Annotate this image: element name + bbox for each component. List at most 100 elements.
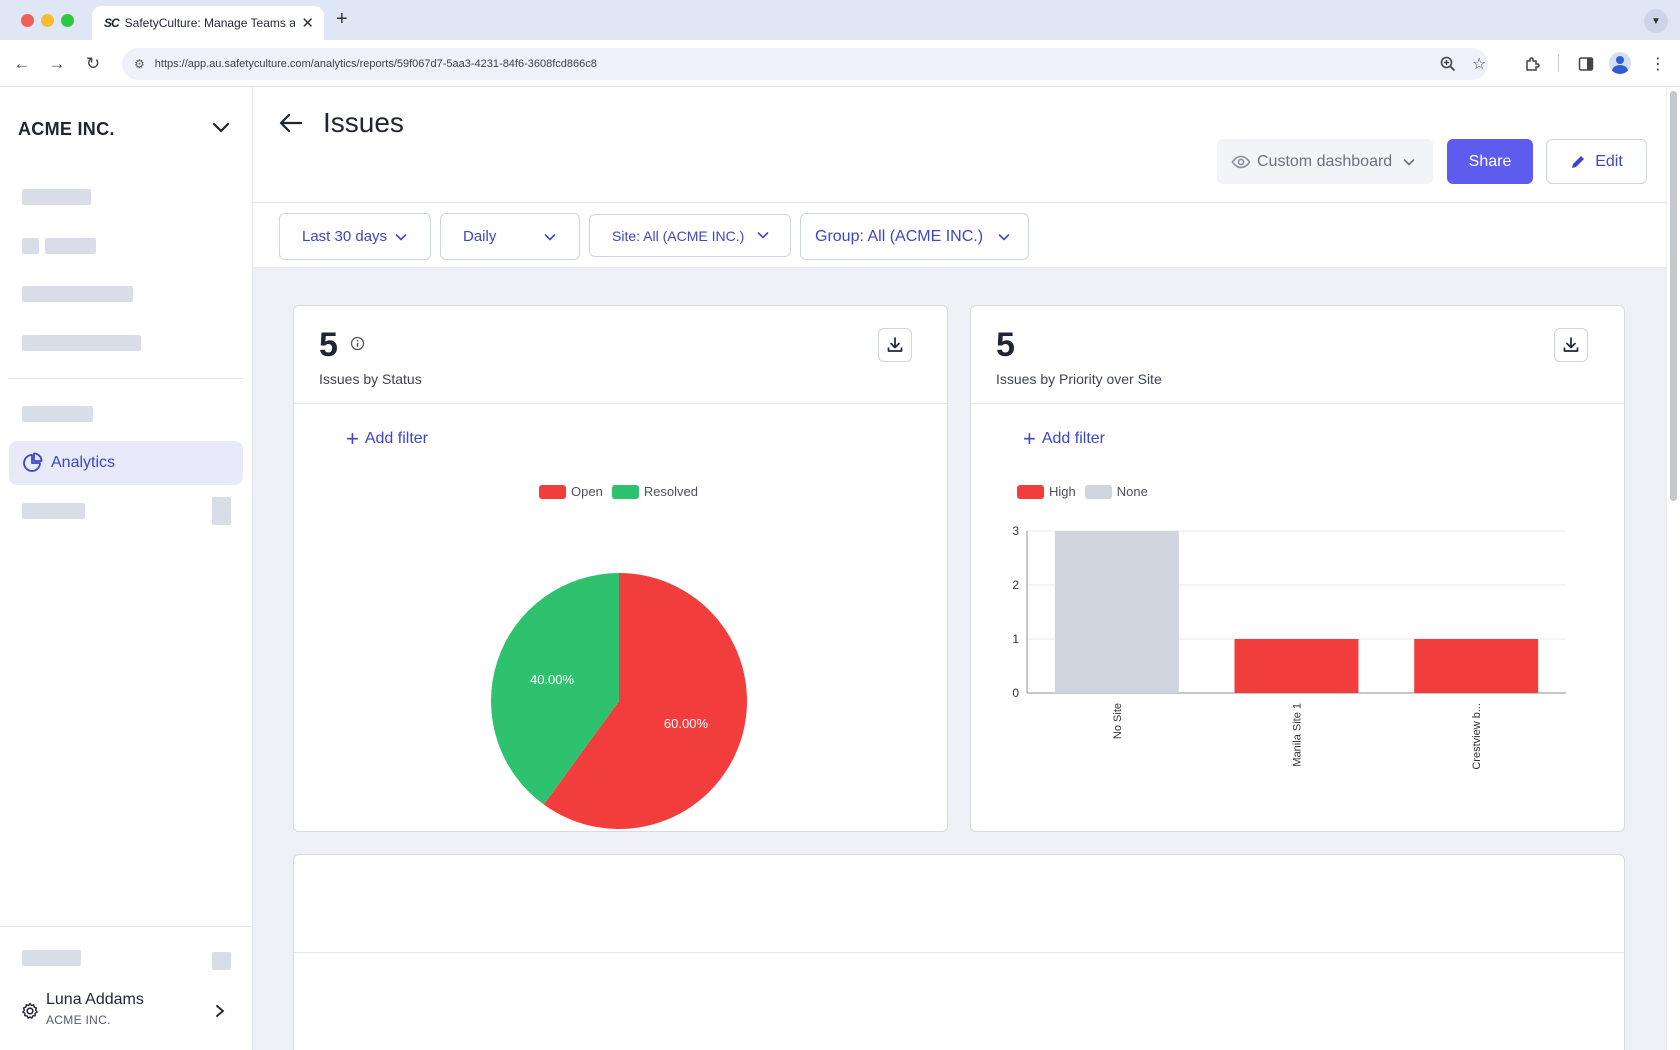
- browser-tab[interactable]: SC SafetyCulture: Manage Teams and... ✕: [92, 6, 324, 40]
- filter-label: Last 30 days: [302, 228, 388, 245]
- user-name: Luna Addams: [46, 991, 144, 1008]
- nav-placeholder: [22, 286, 133, 302]
- page-title: Issues: [323, 107, 404, 138]
- address-bar[interactable]: ⚙ https://app.au.safetyculture.com/analy…: [122, 48, 1488, 80]
- nav-placeholder: [22, 189, 91, 205]
- user-menu[interactable]: Luna Addams ACME INC.: [20, 991, 240, 1035]
- bar-high[interactable]: [1414, 639, 1539, 693]
- sidebar: ACME INC. Analytics Luna Addams ACME INC…: [0, 87, 253, 1050]
- legend-item[interactable]: Resolved: [611, 484, 699, 499]
- nav-placeholder: [22, 238, 39, 254]
- download-button[interactable]: [878, 328, 912, 362]
- filter-bar: Last 30 days Daily Site: All (ACME INC.)…: [253, 202, 1666, 268]
- new-tab-icon[interactable]: +: [336, 8, 348, 30]
- share-button[interactable]: Share: [1447, 139, 1533, 184]
- issues-by-status-card: 5 Issues by Status + Add filter Open Res…: [293, 305, 948, 832]
- zoom-icon[interactable]: [1440, 48, 1456, 80]
- profile-avatar-icon[interactable]: [1609, 52, 1631, 74]
- sidebar-divider: [8, 378, 244, 379]
- nav-placeholder: [212, 497, 231, 525]
- nav-placeholder: [22, 950, 81, 966]
- dashboard-canvas: 5 Issues by Status + Add filter Open Res…: [253, 268, 1666, 1050]
- card-header: 5 Issues by Status: [294, 306, 947, 404]
- site-settings-icon[interactable]: ⚙: [134, 57, 145, 71]
- sidebar-divider: [0, 926, 253, 927]
- edit-label: Edit: [1595, 152, 1623, 170]
- legend-swatch: [1084, 484, 1112, 499]
- legend-item[interactable]: High: [1017, 484, 1076, 499]
- add-filter-label: Add filter: [364, 430, 428, 447]
- add-filter-button[interactable]: + Add filter: [1023, 428, 1105, 450]
- y-tick-label: 1: [1012, 632, 1019, 646]
- pie-slice-label: 60.00%: [664, 716, 709, 731]
- custom-dashboard-dropdown[interactable]: Custom dashboard: [1217, 139, 1433, 184]
- pencil-icon: [1572, 155, 1585, 168]
- side-panel-icon[interactable]: [1574, 52, 1598, 76]
- download-icon: [1563, 337, 1579, 352]
- scrollbar-thumb[interactable]: [1670, 91, 1677, 501]
- window-minimize-control[interactable]: [41, 14, 54, 27]
- window-close-control[interactable]: [21, 14, 34, 27]
- bar-high[interactable]: [1234, 639, 1359, 693]
- back-nav-icon[interactable]: ←: [13, 54, 31, 73]
- reload-icon[interactable]: ↻: [85, 54, 101, 73]
- extensions-icon[interactable]: [1520, 52, 1544, 76]
- chevron-down-icon: [544, 234, 556, 241]
- safetyculture-favicon-icon: SC: [104, 16, 120, 30]
- main-content: Issues Custom dashboard Share Edit Last …: [253, 87, 1666, 1050]
- edit-button[interactable]: Edit: [1546, 139, 1647, 184]
- legend-item[interactable]: None: [1084, 484, 1148, 499]
- add-filter-label: Add filter: [1041, 430, 1105, 447]
- user-org: ACME INC.: [46, 1013, 111, 1027]
- nav-placeholder: [22, 503, 85, 519]
- issues-status-pie-chart: 60.00% 40.00%: [491, 573, 747, 829]
- nav-placeholder: [212, 952, 231, 970]
- window-zoom-control[interactable]: [61, 14, 74, 27]
- legend-label: None: [1116, 484, 1148, 499]
- x-tick-label: Crestview b...: [1471, 703, 1483, 770]
- y-tick-label: 3: [1012, 524, 1019, 538]
- pie-slice-resolved[interactable]: [491, 573, 619, 805]
- pie-chart-icon: [23, 452, 43, 472]
- org-switcher-chevron-icon[interactable]: [208, 115, 234, 141]
- legend-swatch: [611, 484, 639, 499]
- chart-legend: High None: [1017, 484, 1157, 499]
- legend-item[interactable]: Open: [539, 484, 603, 499]
- tab-title: SafetyCulture: Manage Teams and...: [124, 16, 296, 30]
- nav-placeholder: [22, 335, 141, 351]
- group-filter[interactable]: Group: All (ACME INC.): [800, 213, 1029, 260]
- download-button[interactable]: [1554, 328, 1588, 362]
- dashboard-card-3: [293, 854, 1625, 1050]
- date-range-filter[interactable]: Last 30 days: [279, 213, 431, 260]
- page-scrollbar[interactable]: [1666, 87, 1680, 1050]
- add-filter-button[interactable]: + Add filter: [346, 428, 428, 450]
- legend-label: Resolved: [643, 484, 699, 499]
- sidebar-item-analytics[interactable]: Analytics: [9, 441, 243, 485]
- filter-label: Site: All (ACME INC.): [612, 227, 745, 244]
- browser-tab-bar: SC SafetyCulture: Manage Teams and... ✕ …: [0, 0, 1680, 40]
- card-header: 5 Issues by Priority over Site: [971, 306, 1624, 404]
- eye-icon: [1231, 155, 1251, 168]
- y-tick-label: 0: [1012, 686, 1019, 700]
- y-tick-label: 2: [1012, 578, 1019, 592]
- browser-menu-icon[interactable]: ⋮: [1650, 56, 1666, 73]
- bar-none[interactable]: [1054, 531, 1179, 693]
- info-icon[interactable]: [350, 336, 365, 351]
- site-filter[interactable]: Site: All (ACME INC.): [589, 214, 791, 257]
- bookmark-star-icon[interactable]: ☆: [1472, 56, 1487, 73]
- legend-label: Open: [571, 484, 603, 499]
- back-arrow-icon[interactable]: [277, 109, 305, 137]
- forward-nav-icon[interactable]: →: [48, 54, 66, 73]
- interval-filter[interactable]: Daily: [440, 213, 580, 260]
- pie-slice-open[interactable]: [543, 573, 747, 829]
- tab-search-chevron-icon[interactable]: ▼: [1644, 9, 1668, 33]
- chevron-down-icon: [757, 232, 769, 239]
- chevron-down-icon: [998, 234, 1010, 241]
- metric-value: 5: [319, 326, 338, 364]
- card-header: [294, 855, 1624, 953]
- close-tab-icon[interactable]: ✕: [301, 15, 314, 32]
- download-icon: [887, 337, 903, 352]
- card-title: Issues by Status: [319, 371, 422, 387]
- metric-value: 5: [996, 326, 1015, 364]
- url-text: https://app.au.safetyculture.com/analyti…: [154, 58, 597, 70]
